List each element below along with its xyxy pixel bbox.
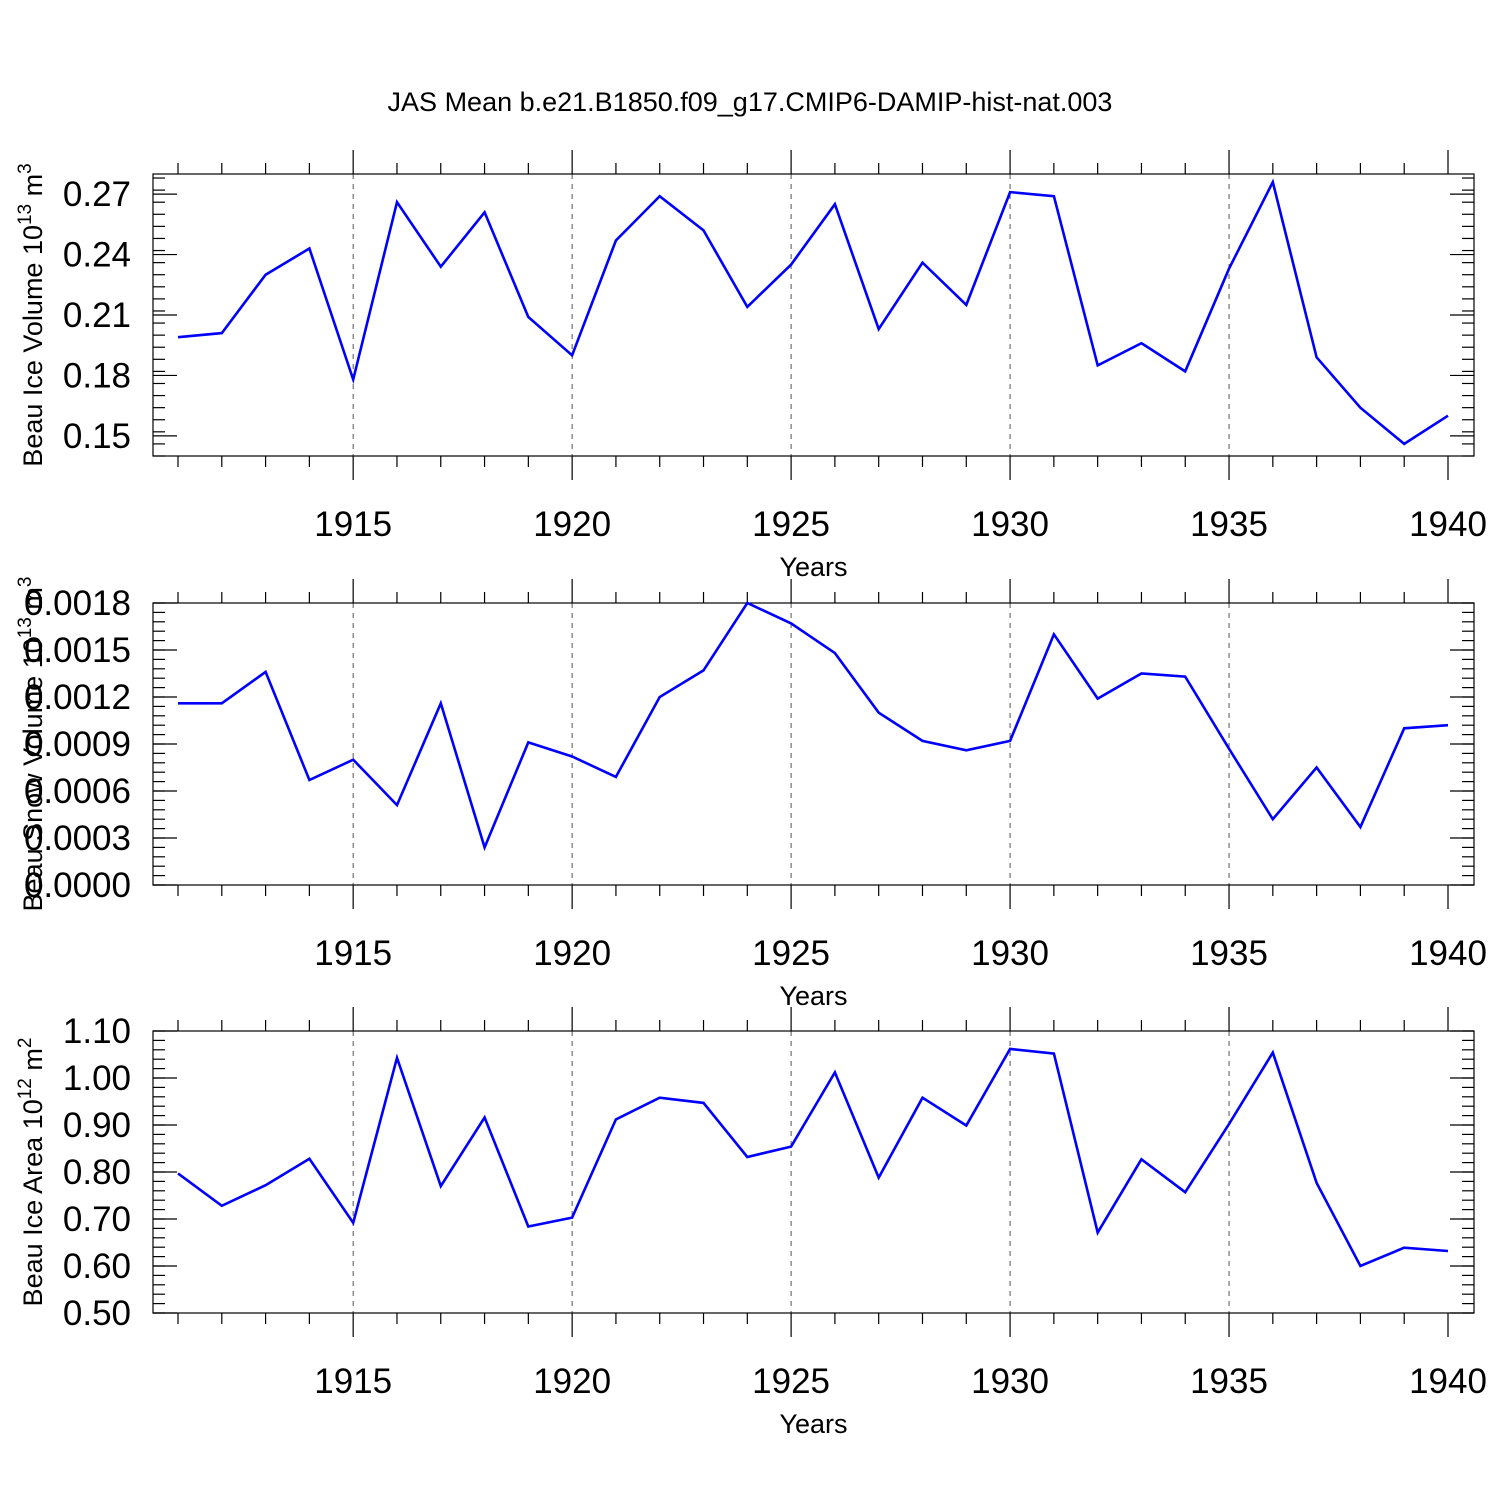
series-line [178,601,1449,852]
x-tick-label: 1935 [1190,505,1268,544]
x-axis-title: Years [779,981,847,1011]
x-tick-label: 1925 [752,505,830,544]
panel-2: 0.0000 0.0003 0.0006 0.0009 0.0012 0.0015 0.00… [15,577,1487,1011]
y-tick-label: 0.0003 [24,819,131,858]
series-line [177,178,1449,446]
x-tick-label: 1940 [1409,934,1487,973]
x-tick-label: 1940 [1409,505,1487,544]
x-tick-label: 1915 [314,1362,392,1401]
x-tick-label: 1930 [971,1362,1049,1401]
y-tick-label: 0.70 [63,1200,131,1239]
x-tick-label: 1940 [1409,1362,1487,1401]
y-tick-label: 0.0012 [24,678,131,717]
y-tick-label: 1.00 [63,1059,131,1098]
y-tick-label: 0.0000 [24,866,131,905]
x-axis-title: Years [779,552,847,582]
plot-frame [152,1030,1475,1314]
y-tick-label: 0.80 [63,1153,131,1192]
x-tick-label: 1925 [752,934,830,973]
y-tick-label: 0.24 [63,236,131,275]
x-tick-label: 1920 [533,1362,611,1401]
x-tick-label: 1920 [533,505,611,544]
series-line [177,1047,1449,1268]
x-tick-label: 1930 [971,505,1049,544]
panel-3: 0.50 0.60 0.70 0.80 0.90 1.00 1.10 1915 1920 1925… [15,1007,1487,1439]
plot-frame [152,602,1475,886]
y-tick-label: 0.27 [63,175,131,214]
x-tick-label: 1920 [533,934,611,973]
y-tick-label: 0.0015 [24,631,131,670]
x-axis-title: Years [779,1409,847,1439]
y-axis-title: Beau Ice Area 1012 m2 [15,1038,48,1307]
y-tick-label: 0.15 [63,417,131,456]
y-tick-label: 0.0006 [24,772,131,811]
y-tick-label: 0.21 [63,296,131,335]
y-tick-label: 0.60 [63,1247,131,1286]
x-tick-label: 1935 [1190,934,1268,973]
x-tick-label: 1915 [314,505,392,544]
y-tick-label: 0.0018 [24,584,131,623]
y-tick-label: 0.50 [63,1294,131,1333]
x-tick-label: 1915 [314,934,392,973]
y-tick-label: 0.0009 [24,725,131,764]
y-axis-title: Beau Snow Volume 1013 m3 [15,577,48,912]
x-tick-label: 1935 [1190,1362,1268,1401]
plot-frame [152,173,1475,457]
y-tick-label: 1.10 [63,1012,131,1051]
chart-title: JAS Mean b.e21.B1850.f09_g17.CMIP6-DAMIP… [388,87,1113,117]
y-axis-title: Beau Ice Volume 1013 m3 [15,163,48,466]
x-tick-label: 1930 [971,934,1049,973]
y-tick-label: 0.18 [63,356,131,395]
x-tick-label: 1925 [752,1362,830,1401]
panel-1: 0.15 0.18 0.21 0.24 0.27 1915 1920 1925 1930 1935… [15,150,1487,582]
panels-group: 0.15 0.18 0.21 0.24 0.27 1915 1920 1925 1930 1935… [15,150,1487,1439]
y-tick-label: 0.90 [63,1106,131,1145]
